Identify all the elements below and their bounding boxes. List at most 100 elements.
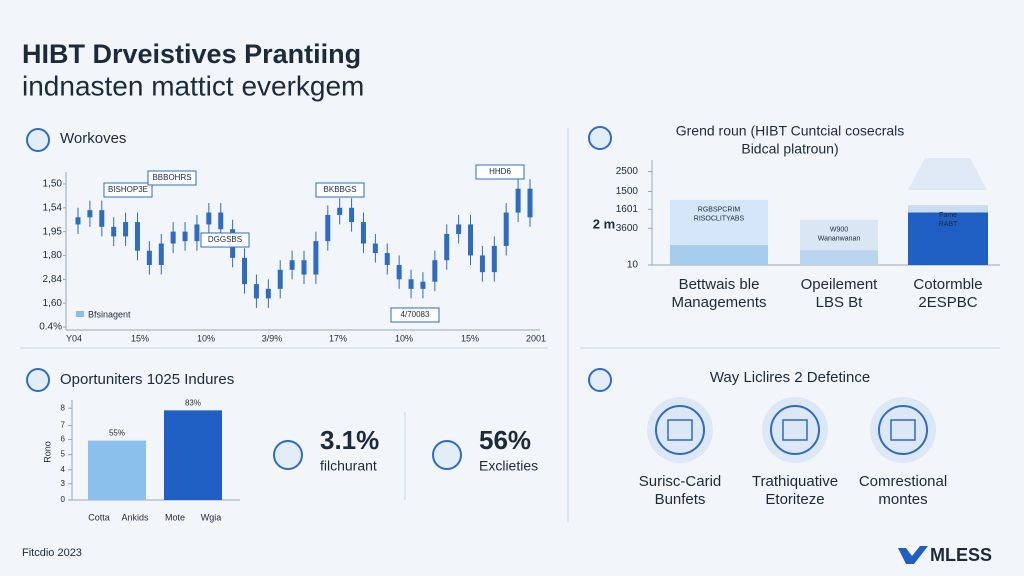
y-tick-label: 10 [627,260,639,271]
feature-icon-ring [878,405,928,455]
x-tick-label: 2001 [526,333,546,343]
category-label: Ankids [121,512,149,522]
category-label: Cotormble [913,276,982,293]
feature-icon-ring [770,405,820,455]
annotation-box [147,170,197,186]
candle-body [194,224,200,242]
annotation-box [315,182,365,198]
page-subtitle: indnasten mattict everkgem [22,70,364,101]
y-tick-label: 3600 [616,223,639,234]
y-tick-label: 1,80 [43,250,63,261]
annotation-box [200,232,250,248]
bar [164,410,222,500]
y-tick-label: 5 [61,450,66,459]
x-tick-label: 17% [329,333,347,343]
panel-title: Grend roun (HIBT Cuntcial cosecrals [676,123,905,139]
candle-body [242,257,248,285]
x-tick-label: 10% [197,333,215,343]
y-tick-label: 7 [61,421,66,430]
candle-body [479,255,485,273]
stat-icon [432,440,462,470]
x-tick-label: 15% [461,333,479,343]
panel-icon [588,126,612,150]
bar-label: RISOCLITYABS [694,216,745,223]
bar [800,250,878,265]
stat-label: filchurant [320,458,377,474]
category-label: Wgia [201,512,222,522]
bar [88,440,146,500]
annotation: BISHOP3E [108,185,148,194]
bar-label: RGBSPCRIM [698,207,741,214]
candle-body [265,288,271,299]
stat-value: 56% [479,425,531,455]
y-tick-label: 1500 [616,186,639,197]
candle-body [396,265,402,280]
y-tick-label: 2,84 [43,274,63,285]
candle-body [420,281,426,289]
candle-body [158,243,164,265]
annotation: HHD6 [489,167,511,176]
feature-label: Bunfets [655,491,706,508]
roof-shape [908,158,987,190]
candle-body [146,250,152,265]
feature-label: Etoriteze [765,491,824,508]
panel-title: Oportuniters 1025 Indures [60,371,234,388]
y-tick-label: 4 [61,465,66,474]
bar-label: W900 [830,227,848,234]
y-tick-label: 1601 [616,204,639,215]
feature-icon-ring [655,405,705,455]
candle-body [87,210,93,218]
category-label: Mote [165,512,185,522]
logo: MLESS [930,545,992,565]
y-tick-label: 6 [61,435,66,444]
annotation: BBBOHRS [152,173,191,182]
candle-body [527,188,533,218]
annotation: 4/70083 [401,310,430,319]
candle-body [432,260,438,282]
feature-icon-glyph [890,419,916,441]
stat-value: 3.1% [320,425,379,455]
annotation-box [390,307,440,323]
candle-body [360,222,366,244]
candle-body [111,226,117,237]
candle-body [503,212,509,246]
y-tick-label: 2500 [616,166,639,177]
candle-body [491,245,497,273]
bar [908,212,988,265]
candle-body [456,224,462,234]
candle-body [384,253,390,265]
candle-body [515,188,521,213]
y-tick-label: 0.4% [39,322,62,333]
y-tick-label: 8 [61,403,66,412]
candle-body [468,224,474,256]
bar [670,245,768,265]
legend-label: Bfsinagent [88,309,131,319]
y-tick-label: 1,95 [43,226,63,237]
panel-icon [588,368,612,392]
candle-body [253,284,259,299]
candle-body [325,214,331,242]
candle-body [313,241,319,275]
y-tick-label: 1,60 [43,298,63,309]
feature-icon-glyph [667,419,693,441]
annotation-box [475,164,525,180]
annotation: DGGSBS [208,235,242,244]
y-tick-label: 3 [61,479,66,488]
x-tick-label: 10% [395,333,413,343]
feature-label: montes [878,491,927,508]
candle-body [337,207,343,215]
candle-body [289,260,295,270]
y-axis-label: Rono [42,441,52,463]
panel-icon [26,368,50,392]
x-tick-label: Y04 [66,333,82,343]
candle-body [134,222,140,251]
stat-icon [273,440,303,470]
panel-title: Way Liclires 2 Defetince [710,369,870,386]
panel-title: Workoves [60,130,126,147]
category-label: Opeilement [801,276,879,293]
logo-mark [898,546,928,564]
candle-body [123,222,129,237]
legend-swatch [76,311,84,317]
feature-icon-glyph [782,419,808,441]
feature-label: Comrestional [859,473,947,490]
